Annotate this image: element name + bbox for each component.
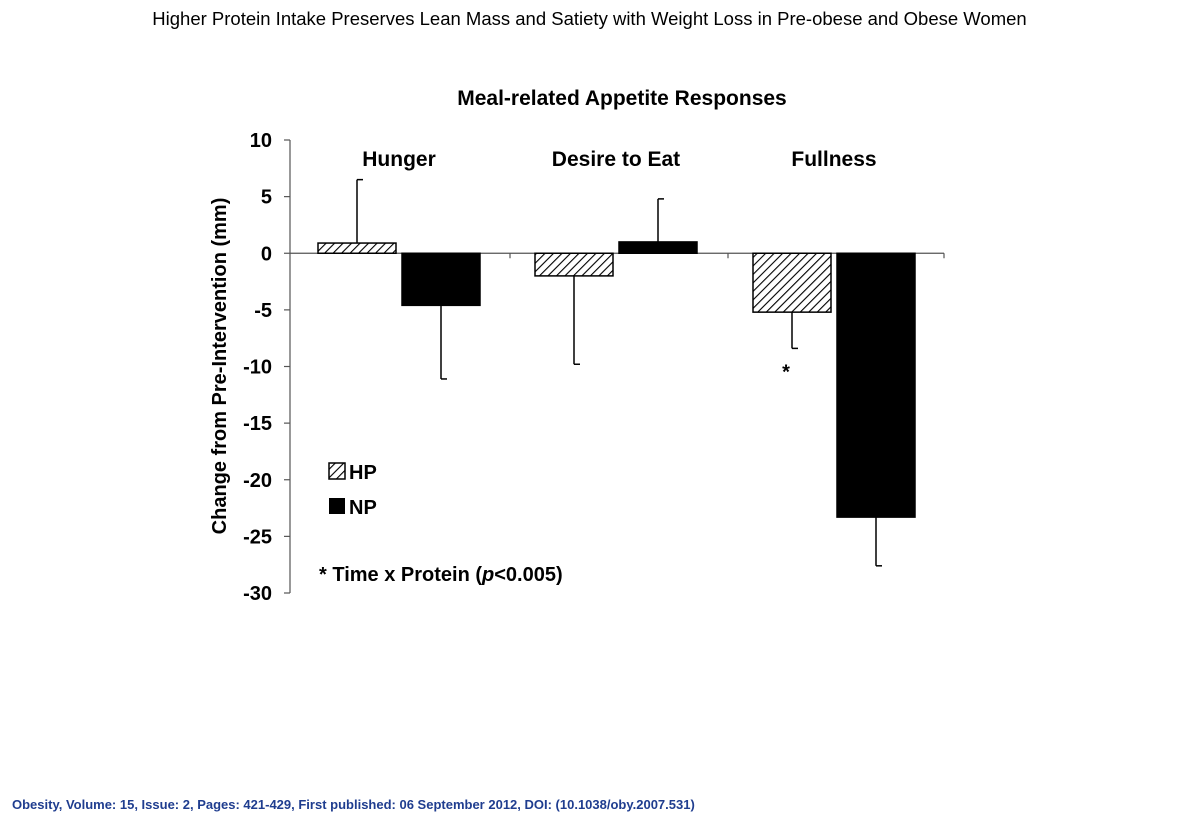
bar-np <box>618 241 698 255</box>
bar-hp <box>534 252 614 277</box>
y-tick-label: -20 <box>243 470 272 492</box>
citation: Obesity, Volume: 15, Issue: 2, Pages: 42… <box>12 797 695 812</box>
category-label: Desire to Eat <box>552 148 680 171</box>
bar-hp <box>317 242 397 254</box>
bar-hp <box>752 252 832 313</box>
y-axis-label: Change from Pre-Intervention (mm) <box>209 198 231 535</box>
legend-label-np: NP <box>349 497 377 519</box>
footnote-p-italic: p <box>481 564 494 586</box>
legend: HP NP <box>328 462 377 519</box>
chart-title: Meal-related Appetite Responses <box>457 87 786 110</box>
y-tick-label: 5 <box>261 187 272 209</box>
legend-label-hp: HP <box>349 462 377 484</box>
category-label: Hunger <box>362 148 436 171</box>
footnote-suffix: <0.005) <box>494 564 562 586</box>
page-title: Higher Protein Intake Preserves Lean Mas… <box>152 8 1027 29</box>
y-tick-label: -10 <box>243 357 272 379</box>
y-tick-label: 0 <box>261 243 272 265</box>
y-tick-label: 10 <box>250 130 272 152</box>
significance-asterisk: * <box>782 362 790 384</box>
y-tick-label: -30 <box>243 583 272 605</box>
legend-swatch-np <box>329 498 345 514</box>
bar-np <box>401 252 481 307</box>
category-label: Fullness <box>791 148 876 171</box>
y-tick-label: -5 <box>254 300 272 322</box>
footnote: * Time x Protein (p<0.005) <box>319 564 563 586</box>
legend-swatch-hp <box>328 462 346 480</box>
footnote-prefix: * Time x Protein ( <box>319 564 482 586</box>
bar-np <box>836 252 916 518</box>
y-tick-label: -25 <box>243 526 272 548</box>
y-tick-label: -15 <box>243 413 272 435</box>
